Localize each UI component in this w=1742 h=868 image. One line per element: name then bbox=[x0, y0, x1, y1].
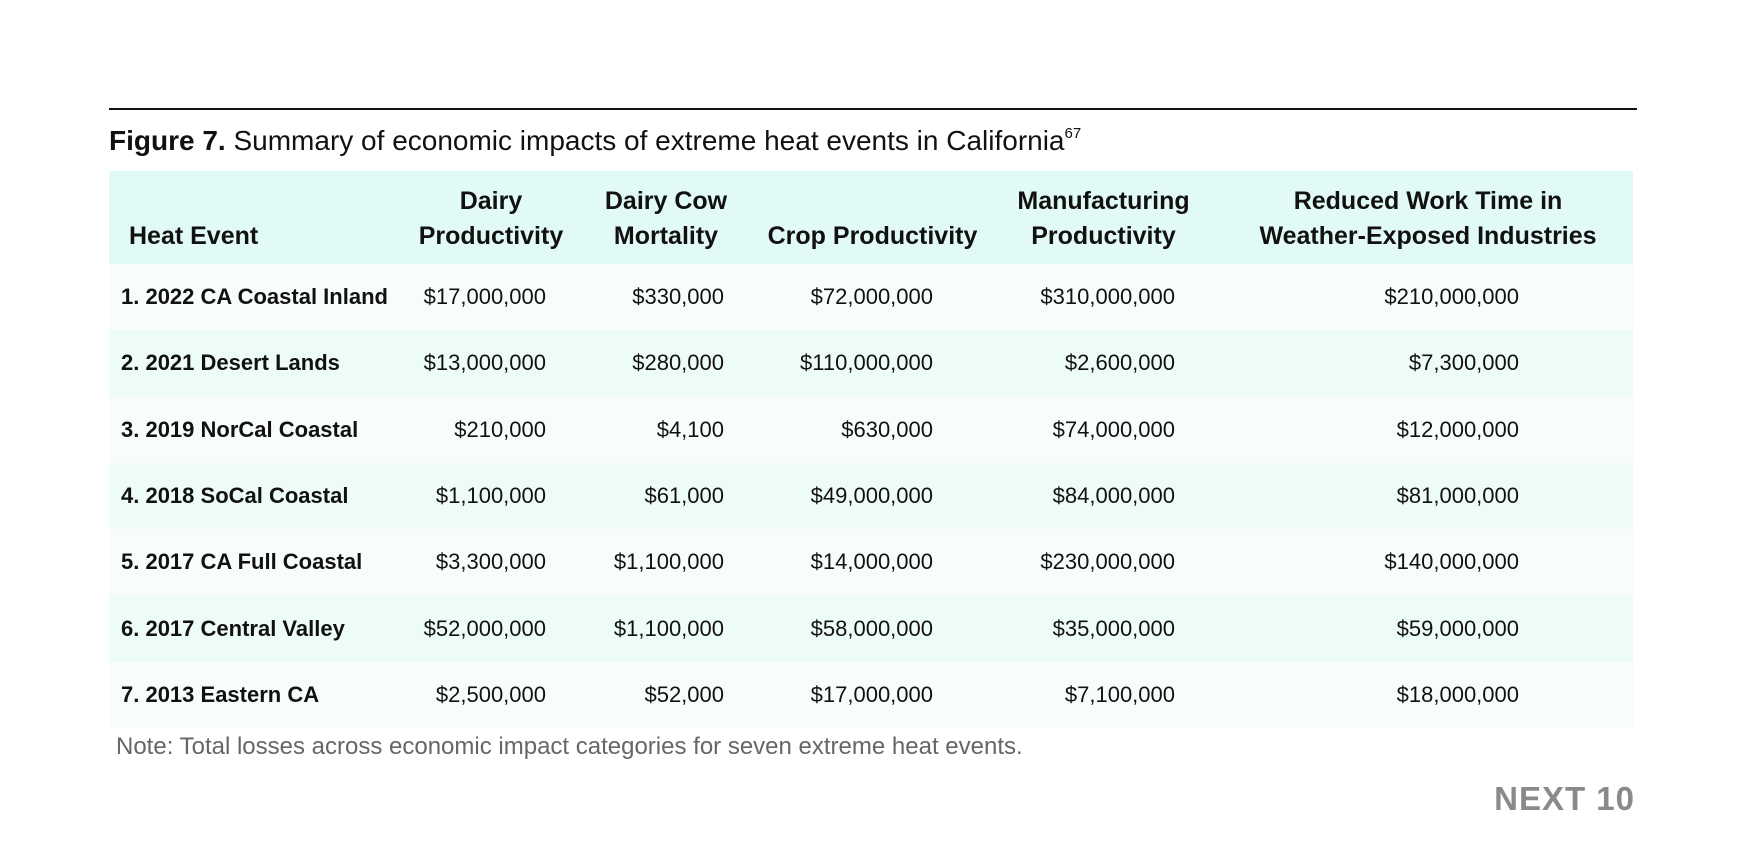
crop-productivity-cell: $49,000,000 bbox=[810, 483, 933, 509]
column-header-reduced-work-time: Reduced Work Time in Weather-Exposed Ind… bbox=[1259, 187, 1597, 250]
figure-label: Figure 7. bbox=[109, 125, 226, 156]
dairy-productivity-cell: $2,500,000 bbox=[435, 681, 546, 707]
crop-productivity-cell: $14,000,000 bbox=[810, 549, 933, 575]
dairy-cow-mortality-cell: $52,000 bbox=[644, 681, 724, 707]
column-header-dairy-productivity: Dairy Productivity bbox=[418, 187, 564, 250]
table-row: 3. 2019 NorCal Coastal $210,000 $4,100 $… bbox=[109, 396, 1633, 463]
dairy-productivity-cell: $3,300,000 bbox=[435, 549, 546, 575]
reduced-work-time-cell: $59,000,000 bbox=[1396, 615, 1519, 641]
dairy-productivity-cell: $13,000,000 bbox=[423, 350, 546, 376]
figure-caption: Figure 7. Summary of economic impacts of… bbox=[109, 123, 1081, 159]
heat-event-cell: 6. 2017 Central Valley bbox=[121, 615, 345, 641]
manufacturing-productivity-cell: $35,000,000 bbox=[1052, 615, 1175, 641]
heat-event-cell: 2. 2021 Desert Lands bbox=[121, 350, 340, 376]
manufacturing-productivity-cell: $310,000,000 bbox=[1040, 284, 1175, 310]
reduced-work-time-cell: $7,300,000 bbox=[1408, 350, 1519, 376]
heat-event-cell: 5. 2017 CA Full Coastal bbox=[121, 549, 363, 575]
dairy-cow-mortality-cell: $4,100 bbox=[656, 416, 724, 442]
reduced-work-time-cell: $18,000,000 bbox=[1396, 681, 1519, 707]
dairy-productivity-cell: $210,000 bbox=[454, 416, 546, 442]
reduced-work-time-cell: $12,000,000 bbox=[1396, 416, 1519, 442]
next10-logo: NEXT 10 bbox=[1494, 780, 1635, 817]
table-row: 5. 2017 CA Full Coastal $3,300,000 $1,10… bbox=[109, 529, 1633, 596]
column-header-heat-event: Heat Event bbox=[129, 222, 259, 250]
table-row: 2. 2021 Desert Lands $13,000,000 $280,00… bbox=[109, 330, 1633, 397]
table-row: 1. 2022 CA Coastal Inland $17,000,000 $3… bbox=[109, 264, 1633, 331]
crop-productivity-cell: $110,000,000 bbox=[800, 350, 933, 376]
crop-productivity-cell: $17,000,000 bbox=[810, 681, 933, 707]
crop-productivity-cell: $72,000,000 bbox=[810, 284, 933, 310]
footnote-marker: 67 bbox=[1064, 125, 1082, 142]
column-header-dairy-cow-mortality: Dairy Cow Mortality bbox=[604, 187, 728, 250]
dairy-cow-mortality-cell: $280,000 bbox=[632, 350, 724, 376]
dairy-cow-mortality-cell: $1,100,000 bbox=[613, 549, 724, 575]
manufacturing-productivity-cell: $2,600,000 bbox=[1064, 350, 1175, 376]
manufacturing-productivity-cell: $7,100,000 bbox=[1064, 681, 1175, 707]
dairy-productivity-cell: $17,000,000 bbox=[423, 284, 546, 310]
table-row: 6. 2017 Central Valley $52,000,000 $1,10… bbox=[109, 595, 1633, 662]
table-row: 7. 2013 Eastern CA $2,500,000 $52,000 $1… bbox=[109, 661, 1633, 729]
table-note: Note: Total losses across economic impac… bbox=[116, 733, 1023, 760]
top-rule bbox=[109, 108, 1637, 110]
dairy-productivity-cell: $1,100,000 bbox=[435, 483, 546, 509]
figure-title: Summary of economic impacts of extreme h… bbox=[233, 125, 1065, 156]
manufacturing-productivity-cell: $230,000,000 bbox=[1040, 549, 1175, 575]
dairy-productivity-cell: $52,000,000 bbox=[423, 615, 546, 641]
heat-event-cell: 3. 2019 NorCal Coastal bbox=[121, 416, 359, 442]
table-row: 4. 2018 SoCal Coastal $1,100,000 $61,000… bbox=[109, 462, 1633, 530]
impact-table: Heat Event Dairy Productivity Dairy Cow … bbox=[109, 171, 1633, 729]
dairy-cow-mortality-cell: $61,000 bbox=[644, 483, 724, 509]
dairy-cow-mortality-cell: $1,100,000 bbox=[613, 615, 724, 641]
reduced-work-time-cell: $81,000,000 bbox=[1396, 483, 1519, 509]
column-header-crop-productivity: Crop Productivity bbox=[767, 222, 978, 250]
table-header-row: Heat Event Dairy Productivity Dairy Cow … bbox=[109, 171, 1633, 264]
manufacturing-productivity-cell: $74,000,000 bbox=[1052, 416, 1175, 442]
heat-event-cell: 4. 2018 SoCal Coastal bbox=[121, 483, 349, 509]
heat-event-cell: 1. 2022 CA Coastal Inland bbox=[121, 284, 388, 310]
reduced-work-time-cell: $210,000,000 bbox=[1384, 284, 1519, 310]
dairy-cow-mortality-cell: $330,000 bbox=[632, 284, 724, 310]
heat-event-cell: 7. 2013 Eastern CA bbox=[121, 681, 320, 707]
crop-productivity-cell: $630,000 bbox=[841, 416, 933, 442]
manufacturing-productivity-cell: $84,000,000 bbox=[1052, 483, 1175, 509]
crop-productivity-cell: $58,000,000 bbox=[810, 615, 933, 641]
column-header-manufacturing-productivity: Manufacturing Productivity bbox=[1017, 187, 1190, 250]
reduced-work-time-cell: $140,000,000 bbox=[1384, 549, 1519, 575]
